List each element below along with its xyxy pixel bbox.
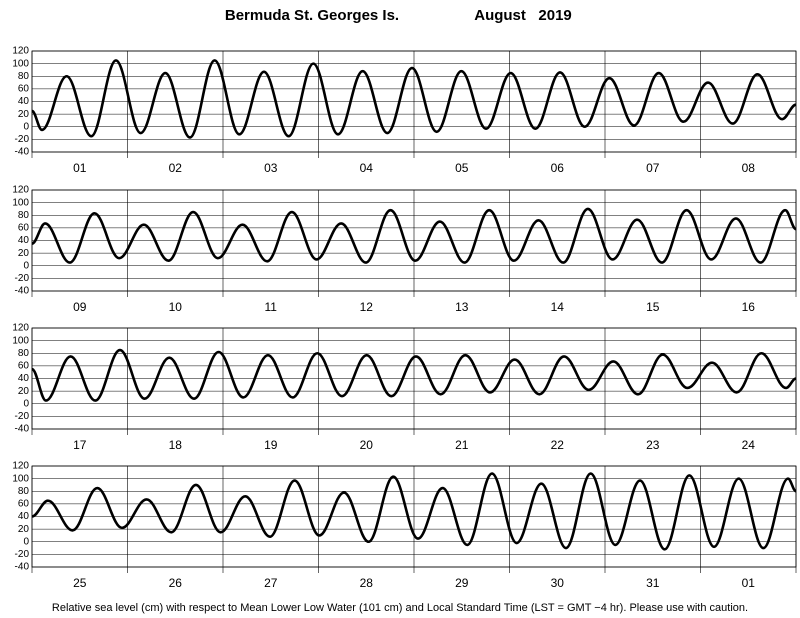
x-tick-label: 19: [264, 438, 278, 452]
y-tick-label: 0: [23, 121, 29, 132]
x-tick-label: 15: [646, 300, 660, 314]
x-tick-label: 18: [169, 438, 183, 452]
y-tick-label: -40: [15, 286, 30, 297]
y-tick-label: -20: [15, 134, 30, 145]
y-tick-label: 60: [18, 84, 30, 95]
x-tick-label: 08: [742, 161, 756, 175]
x-tick-label: 05: [455, 161, 469, 175]
x-tick-label: 29: [455, 576, 469, 590]
x-tick-label: 25: [73, 576, 87, 590]
chart-title: Bermuda St. Georges Is.: [225, 7, 399, 24]
y-tick-label: 40: [18, 511, 30, 522]
tide-line: [31, 472, 797, 551]
y-tick-label: -40: [15, 562, 30, 573]
x-tick-label: 27: [264, 576, 278, 590]
x-tick-label: 11: [265, 300, 278, 314]
y-tick-label: -20: [15, 273, 30, 284]
y-tick-label: 100: [12, 473, 29, 484]
plot-frame: [31, 189, 797, 292]
y-tick-label: 120: [12, 461, 29, 472]
tide-line: [31, 207, 797, 264]
x-tick-label: 02: [169, 161, 183, 175]
x-tick-label: 04: [360, 161, 374, 175]
x-tick-label: 20: [360, 438, 374, 452]
y-tick-label: 0: [23, 260, 29, 271]
chart-subtitle: August 2019: [474, 7, 572, 24]
y-tick-label: -20: [15, 549, 30, 560]
y-tick-label: 120: [12, 46, 29, 57]
y-tick-label: 20: [18, 109, 30, 120]
y-tick-label: 100: [12, 197, 29, 208]
y-tick-label: 120: [12, 323, 29, 334]
y-tick-label: 40: [18, 373, 30, 384]
tide-line: [31, 348, 797, 402]
y-tick-label: 60: [18, 223, 30, 234]
y-tick-label: 20: [18, 524, 30, 535]
y-tick-label: 40: [18, 235, 30, 246]
y-tick-label: 60: [18, 499, 30, 510]
x-tick-label: 09: [73, 300, 87, 314]
plot-frame: [31, 50, 797, 153]
x-tick-label: 16: [742, 300, 756, 314]
x-tick-label: 17: [73, 438, 87, 452]
x-tick-label: 01: [73, 161, 87, 175]
x-tick-label: 24: [742, 438, 756, 452]
x-tick-label: 12: [360, 300, 374, 314]
x-tick-label: 28: [360, 576, 374, 590]
x-tick-label: 30: [551, 576, 565, 590]
tide-line: [31, 59, 797, 139]
y-tick-label: 100: [12, 335, 29, 346]
y-tick-label: 80: [18, 348, 30, 359]
y-tick-label: 40: [18, 96, 30, 107]
y-tick-label: 0: [23, 536, 29, 547]
y-tick-label: 80: [18, 486, 30, 497]
x-tick-label: 10: [169, 300, 183, 314]
x-tick-label: 06: [551, 161, 565, 175]
x-tick-label: 26: [169, 576, 183, 590]
x-tick-label: 14: [551, 300, 565, 314]
y-tick-label: 100: [12, 58, 29, 69]
y-tick-label: 20: [18, 248, 30, 259]
x-tick-label: 13: [455, 300, 469, 314]
y-tick-label: -40: [15, 147, 30, 158]
y-tick-label: 120: [12, 185, 29, 196]
x-tick-label: 03: [264, 161, 278, 175]
x-tick-label: 01: [742, 576, 756, 590]
x-tick-label: 07: [646, 161, 660, 175]
y-tick-label: -20: [15, 411, 30, 422]
x-tick-label: 21: [455, 438, 469, 452]
y-tick-label: 80: [18, 210, 30, 221]
y-tick-label: -40: [15, 424, 30, 435]
y-tick-label: 20: [18, 386, 30, 397]
y-tick-label: 0: [23, 398, 29, 409]
footnote: Relative sea level (cm) with respect to …: [52, 602, 748, 614]
y-tick-label: 60: [18, 361, 30, 372]
x-tick-label: 23: [646, 438, 660, 452]
x-tick-label: 31: [646, 576, 660, 590]
x-tick-label: 22: [551, 438, 565, 452]
y-tick-label: 80: [18, 71, 30, 82]
